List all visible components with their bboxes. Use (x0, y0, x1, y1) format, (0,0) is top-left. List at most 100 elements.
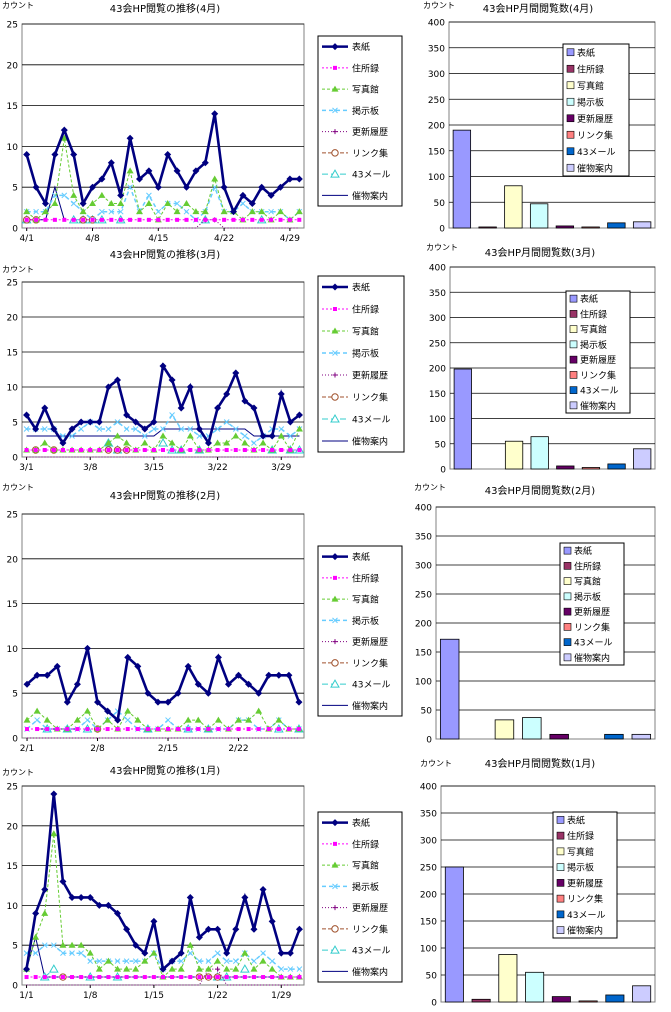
x-tick-label: 4/22 (214, 234, 234, 244)
legend-swatch (556, 847, 565, 856)
point (256, 727, 261, 732)
series-表紙 (23, 790, 303, 973)
point (23, 680, 31, 688)
point (331, 659, 339, 667)
point (104, 901, 112, 909)
point (78, 426, 84, 432)
point (69, 950, 75, 957)
point (146, 217, 151, 222)
x-tick-label: 3/15 (144, 463, 164, 473)
legend-label: リンク集 (352, 657, 388, 669)
point (268, 965, 276, 972)
point (114, 716, 122, 724)
y-tick-label: 10 (7, 143, 19, 153)
legend-label: 催物案内 (567, 925, 603, 937)
point (266, 727, 271, 732)
point (109, 217, 114, 222)
point (215, 966, 221, 972)
point (176, 727, 181, 732)
bar-写真館 (498, 954, 518, 1003)
point (232, 432, 240, 439)
x-tick-label: 3/29 (271, 463, 291, 473)
point (204, 439, 212, 447)
point (255, 707, 263, 714)
legend-swatch (563, 577, 572, 585)
legend-label: 写真館 (580, 324, 607, 336)
point (197, 975, 202, 980)
bar-掲示板 (530, 436, 549, 470)
point (114, 432, 122, 439)
legend-swatch (569, 371, 578, 379)
point (61, 192, 68, 199)
point (144, 689, 152, 697)
point (156, 217, 161, 222)
bar-表紙 (452, 129, 472, 229)
point (141, 949, 149, 957)
point (333, 841, 337, 846)
point (235, 716, 243, 723)
y-tick-label: 25 (7, 279, 18, 289)
point (195, 965, 203, 972)
legend-label: 更新履歴 (352, 126, 388, 138)
bar-リンク集 (581, 226, 600, 229)
point (127, 184, 133, 191)
point (170, 448, 175, 452)
point (107, 159, 115, 167)
legend-swatch (566, 163, 575, 172)
point (104, 439, 112, 446)
point (142, 975, 147, 980)
legend-label: 住所録 (352, 572, 379, 584)
y-tick-label: 300 (420, 837, 437, 847)
point (186, 383, 194, 391)
point (278, 217, 283, 222)
point (114, 965, 122, 972)
point (270, 448, 275, 452)
point (115, 727, 120, 732)
x-tick-label: 2/22 (228, 744, 248, 754)
point (135, 727, 140, 732)
legend-label: 43メール (352, 681, 390, 691)
point (174, 200, 180, 207)
point (296, 727, 301, 732)
point (159, 362, 167, 370)
legend-label: 写真館 (567, 846, 594, 858)
point (52, 217, 57, 222)
point (296, 966, 303, 972)
y-tick-label: 25 (7, 511, 18, 521)
legend-label: 写真館 (577, 80, 604, 92)
point (330, 413, 340, 423)
point (330, 169, 340, 178)
point (165, 217, 170, 222)
series-住所録 (24, 217, 302, 222)
point (155, 727, 160, 732)
point (178, 426, 185, 432)
point (106, 975, 111, 980)
y-tick-label: 15 (7, 600, 18, 610)
legend-label: 住所録 (352, 838, 379, 850)
y-tick-label: 5 (12, 942, 18, 952)
point (96, 958, 103, 964)
y-tick-label: 50 (426, 972, 438, 982)
point (32, 909, 40, 917)
point (81, 217, 86, 222)
point (164, 698, 172, 706)
legend-label: 掲示板 (580, 339, 607, 351)
legend-label: 催物案内 (352, 436, 388, 448)
point (33, 208, 39, 215)
point (73, 716, 81, 723)
point (133, 448, 138, 452)
point (260, 950, 266, 957)
point (70, 151, 78, 159)
point (164, 200, 172, 207)
legend-label: 催物案内 (574, 652, 610, 664)
point (95, 965, 103, 972)
legend-swatch (569, 340, 578, 349)
point (118, 217, 123, 222)
legend-label: 住所録 (352, 304, 379, 316)
point (242, 975, 247, 980)
point (212, 217, 217, 222)
y-tick-label: 400 (428, 19, 445, 29)
point (161, 975, 165, 980)
point (104, 957, 112, 964)
